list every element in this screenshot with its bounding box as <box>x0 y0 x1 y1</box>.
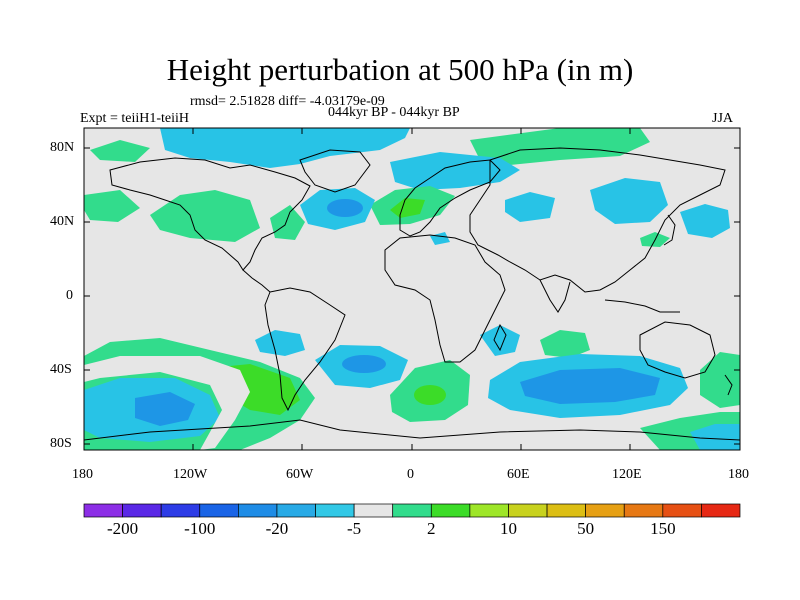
coastline-madagascar <box>493 323 507 352</box>
colorbar-label: 10 <box>499 519 517 538</box>
coastline-south-america <box>264 287 346 412</box>
contour-region-nh-atlantic-green-core <box>390 198 425 218</box>
coastline-africa <box>384 234 506 363</box>
contour-region-nh-europe-blue <box>390 152 520 190</box>
lat-label-0: 0 <box>66 288 73 303</box>
contour-region-sh-indian-blue-core <box>520 368 660 404</box>
lon-label-60w: 60W <box>286 467 314 482</box>
contour-region-sh-southafrica-green-core <box>414 385 446 405</box>
contour-region-nh-eastasia-blue <box>590 178 668 224</box>
contour-region-sh-pacific-blue-core <box>135 392 195 426</box>
lat-label-80n: 80N <box>50 140 75 155</box>
contour-region-nh-arctic-blue <box>160 128 410 168</box>
contour-region-sh-antarctic-blue <box>690 424 740 450</box>
contour-region-sh-pacific-gap <box>84 356 250 450</box>
plot-title: Height perturbation at 500 hPa (in m) <box>166 52 634 87</box>
coastline-north-america <box>109 157 311 271</box>
season-label: JJA <box>712 111 734 126</box>
lon-label-60e: 60E <box>507 467 530 482</box>
contour-region-sh-madagascar-blue <box>480 325 520 356</box>
coastline-india <box>539 279 571 313</box>
contour-region-nh-pacific-west-core <box>327 199 363 217</box>
contour-region-nh-asia-green <box>90 140 150 162</box>
lon-label-180-right: 180 <box>728 467 749 482</box>
colorbar-label: 50 <box>577 519 595 538</box>
coastline-antarctica <box>84 419 740 441</box>
contour-region-sh-chile-blue <box>255 330 305 356</box>
lon-label-120e: 120E <box>612 467 642 482</box>
colorbar-label: -100 <box>184 519 216 538</box>
coastline-asia <box>469 147 726 293</box>
axis-ticks <box>83 128 741 450</box>
coastline-central-america <box>242 269 271 293</box>
contour-region-nh-pacific-green <box>270 205 305 240</box>
contour-region-nh-asia-blue <box>505 192 555 222</box>
colorbar-label: -5 <box>347 519 362 538</box>
lat-label-80s: 80S <box>50 436 72 451</box>
contour-region-sh-indian-green <box>540 330 590 358</box>
coastline-japan <box>663 214 676 246</box>
coastline-greenland <box>299 149 371 193</box>
colorbar-label: 150 <box>650 519 676 538</box>
contour-region-nh-northpac-green <box>84 190 140 222</box>
coastline-australia <box>639 321 716 379</box>
contour-region-sh-tasman-green <box>700 352 740 408</box>
lat-label-40s: 40S <box>50 362 72 377</box>
coastlines <box>84 147 740 441</box>
contour-region-sh-atlantic-blue-core <box>342 355 386 373</box>
lat-label-40n: 40N <box>50 214 75 229</box>
coastline-indonesia <box>604 299 680 313</box>
lon-label-180-left: 180 <box>72 467 93 482</box>
period-label: 044kyr BP - 044kyr BP <box>328 105 460 120</box>
contour-region-nh-northamerica-green <box>150 190 260 242</box>
lon-label-0: 0 <box>407 467 414 482</box>
contour-region-nh-pacific-east-blue <box>680 204 730 238</box>
colorbar-label: -20 <box>265 519 289 538</box>
stats-text: rmsd= 2.51828 diff= -4.03179e-09 <box>190 94 385 109</box>
coastline-new-zealand <box>724 374 733 396</box>
lon-label-120w: 120W <box>173 467 208 482</box>
colorbar-label: 2 <box>427 519 436 538</box>
experiment-label: Expt = teiiH1-teiiH <box>80 111 189 126</box>
contour-region-nh-eurasia-green <box>470 128 650 165</box>
colorbar-label: -200 <box>106 519 139 538</box>
